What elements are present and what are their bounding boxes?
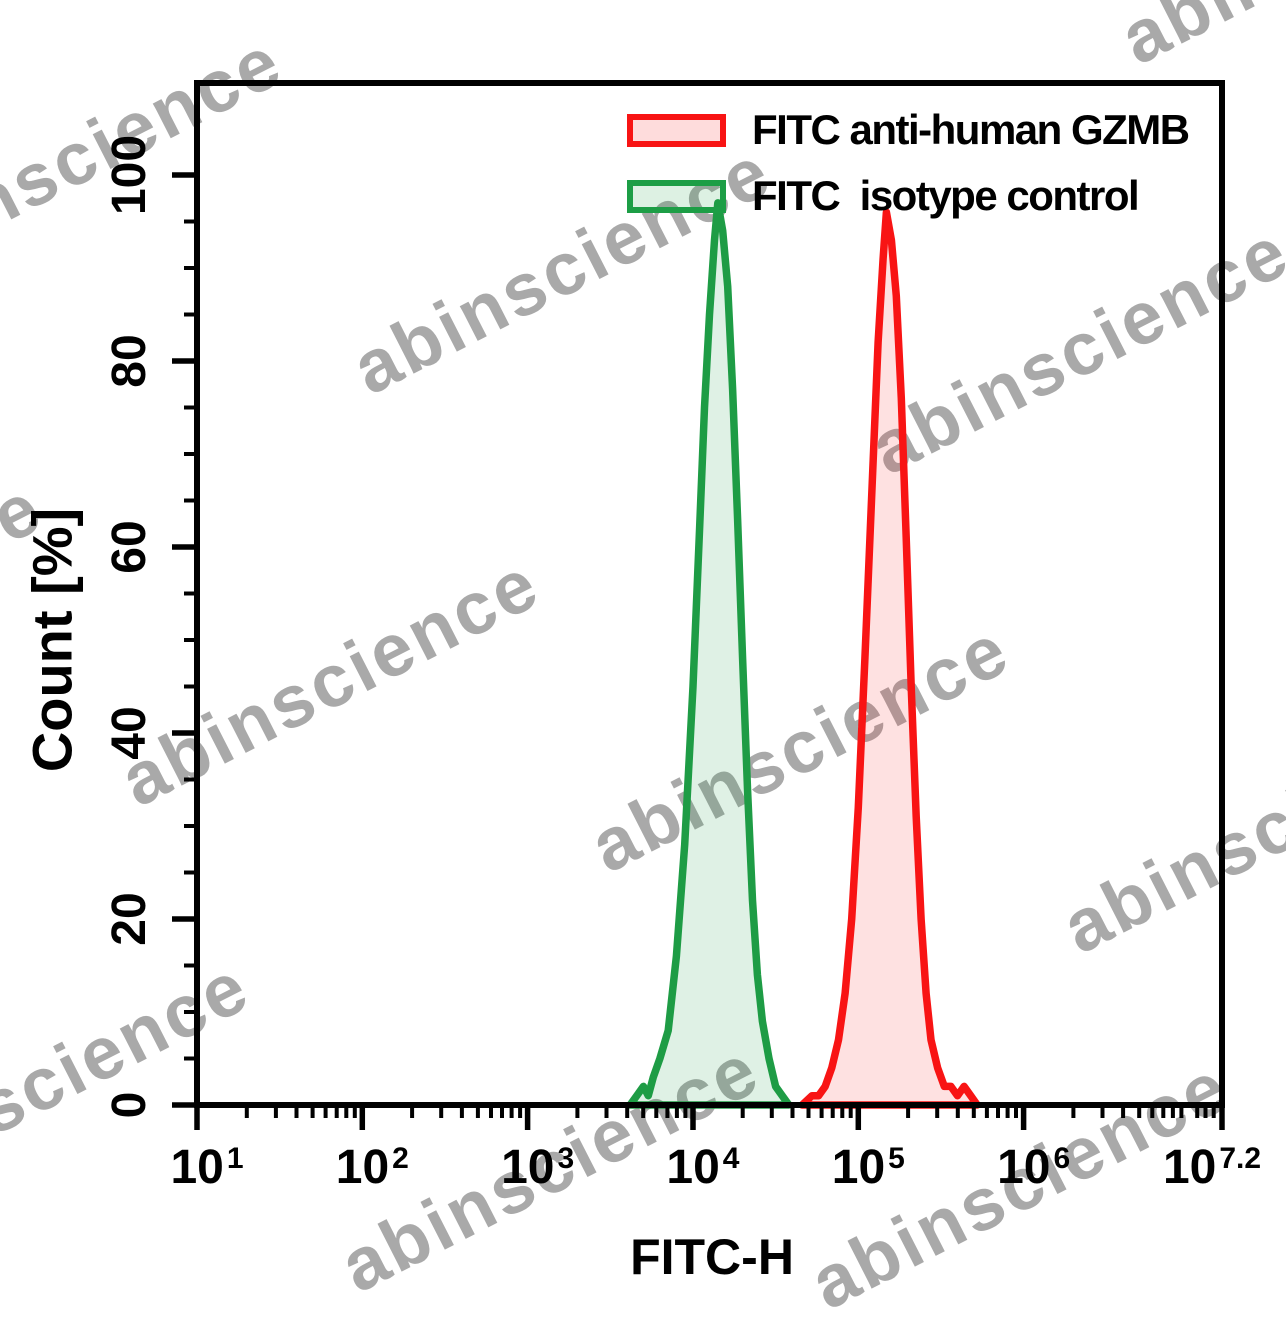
- y-tick-label: 100: [103, 134, 156, 216]
- y-tick-label: 80: [103, 334, 156, 388]
- x-axis-title: FITC-H: [630, 1229, 794, 1285]
- y-tick-label: 60: [103, 520, 156, 574]
- x-tick-label: 10 6: [997, 1141, 1071, 1194]
- gzmb-legend-swatch: [627, 113, 726, 147]
- x-tick-label: 10 1: [170, 1141, 244, 1194]
- legend-item-gzmb: FITC anti-human GZMB: [627, 106, 1190, 153]
- isotype-curve: [626, 199, 793, 1109]
- isotype-legend-swatch: [627, 179, 726, 213]
- major-ticks: [172, 172, 1225, 1130]
- y-axis-title: Count [%]: [20, 507, 84, 773]
- gzmb-legend-label: FITC anti-human GZMB: [752, 106, 1190, 153]
- x-tick-label: 10 7.2: [1162, 1141, 1262, 1194]
- y-tick-label: 0: [103, 1091, 156, 1119]
- x-tick-label: 10 3: [501, 1141, 575, 1194]
- x-tick-label: 10 5: [831, 1141, 905, 1194]
- isotype-legend-label: FITC isotype control: [752, 172, 1140, 219]
- x-tick-label: 10 2: [335, 1141, 409, 1194]
- x-tick-label: 10 4: [666, 1141, 740, 1194]
- gzmb-curve: [798, 208, 982, 1109]
- y-tick-label: 40: [103, 706, 156, 760]
- y-tick-label: 20: [103, 892, 156, 946]
- legend-item-isotype: FITC isotype control: [627, 172, 1140, 219]
- minor-ticks: [184, 219, 1216, 1118]
